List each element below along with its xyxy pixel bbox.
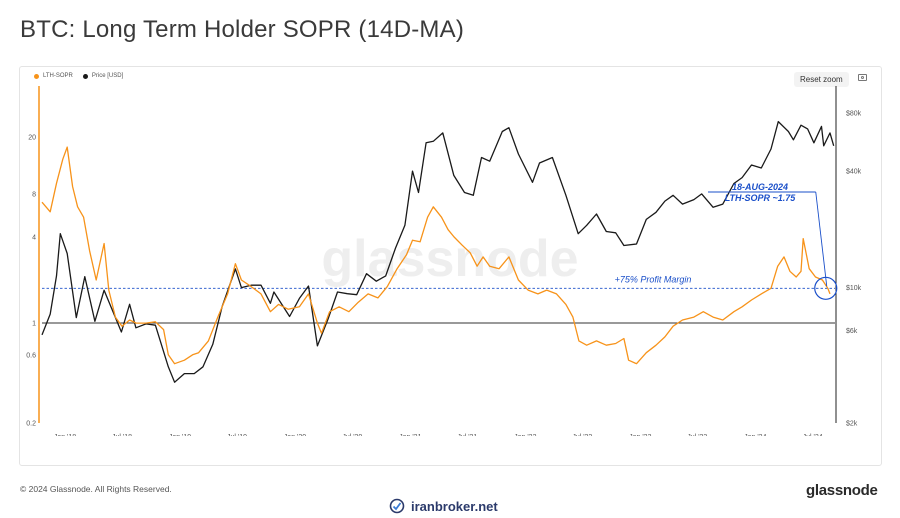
legend-label: LTH-SOPR — [43, 73, 73, 79]
y-left-tick-label: 4 — [32, 234, 36, 241]
legend-item-lth-sopr[interactable]: LTH-SOPR — [34, 73, 73, 79]
annotation-date: 18-AUG-2024 — [732, 182, 788, 192]
legend-item-price[interactable]: Price [USD] — [82, 73, 124, 79]
annotation-value: LTH-SOPR ~1.75 — [725, 193, 797, 203]
x-tick-label: Jan '21 — [399, 434, 421, 436]
reset-zoom-button[interactable]: Reset zoom — [794, 72, 849, 87]
x-tick-label: Jul '18 — [112, 434, 132, 436]
chart-panel: LTH-SOPR Price [USD] Reset zoom — [19, 66, 882, 466]
y-right-tick-label: $6k — [846, 328, 858, 335]
x-tick-label: Jul '22 — [572, 434, 592, 436]
legend-label: Price [USD] — [91, 73, 124, 79]
y-right-tick-label: $10k — [846, 285, 862, 292]
y-left-tick-label: 1 — [32, 321, 36, 328]
x-tick-label: Jan '24 — [744, 434, 766, 436]
x-tick-label: Jan '20 — [284, 434, 306, 436]
legend-dot-icon — [82, 73, 88, 79]
lth-sopr-series-line — [41, 146, 831, 365]
x-tick-label: Jul '19 — [227, 434, 247, 436]
legend-dot-icon — [34, 73, 39, 79]
annotation-circle — [814, 276, 838, 300]
x-tick-label: Jan '18 — [54, 434, 76, 436]
y-left-tick-label: 0.6 — [26, 352, 36, 359]
broker-logo-icon — [389, 498, 405, 514]
page-title: BTC: Long Term Holder SOPR (14D-MA) — [20, 16, 465, 43]
x-tick-label: Jul '20 — [342, 434, 362, 436]
y-left-tick-label: 20 — [28, 135, 36, 142]
price-series-line — [41, 120, 835, 383]
y-left-tick-label: 0.2 — [26, 421, 36, 428]
x-tick-label: Jul '23 — [687, 434, 707, 436]
x-tick-label: Jan '23 — [629, 434, 651, 436]
x-tick-label: Jan '19 — [169, 434, 191, 436]
y-right-tick-label: $80k — [846, 110, 862, 117]
y-right-tick-label: $2k — [846, 421, 858, 428]
copyright-text: © 2024 Glassnode. All Rights Reserved. — [20, 484, 172, 494]
watermark: glassnode — [321, 230, 578, 288]
chart-svg: glassnode 0.2 0.6 1 4 8 20 $2k $6k $10k $40k $80k J… — [26, 86, 862, 436]
profit-margin-label: +75% Profit Margin — [615, 274, 692, 284]
brand-logo: glassnode — [806, 482, 878, 499]
camera-icon[interactable] — [858, 74, 867, 81]
y-left-tick-label: 8 — [32, 191, 36, 198]
site-watermark: iranbroker.net — [389, 498, 498, 514]
x-tick-label: Jul '24 — [803, 434, 823, 436]
chart-legend: LTH-SOPR Price [USD] — [34, 73, 123, 79]
annotation-leader-line — [815, 191, 828, 287]
site-text: iranbroker.net — [411, 498, 498, 514]
y-right-tick-label: $40k — [846, 169, 862, 176]
x-tick-label: Jul '21 — [457, 434, 477, 436]
x-tick-label: Jan '22 — [514, 434, 536, 436]
